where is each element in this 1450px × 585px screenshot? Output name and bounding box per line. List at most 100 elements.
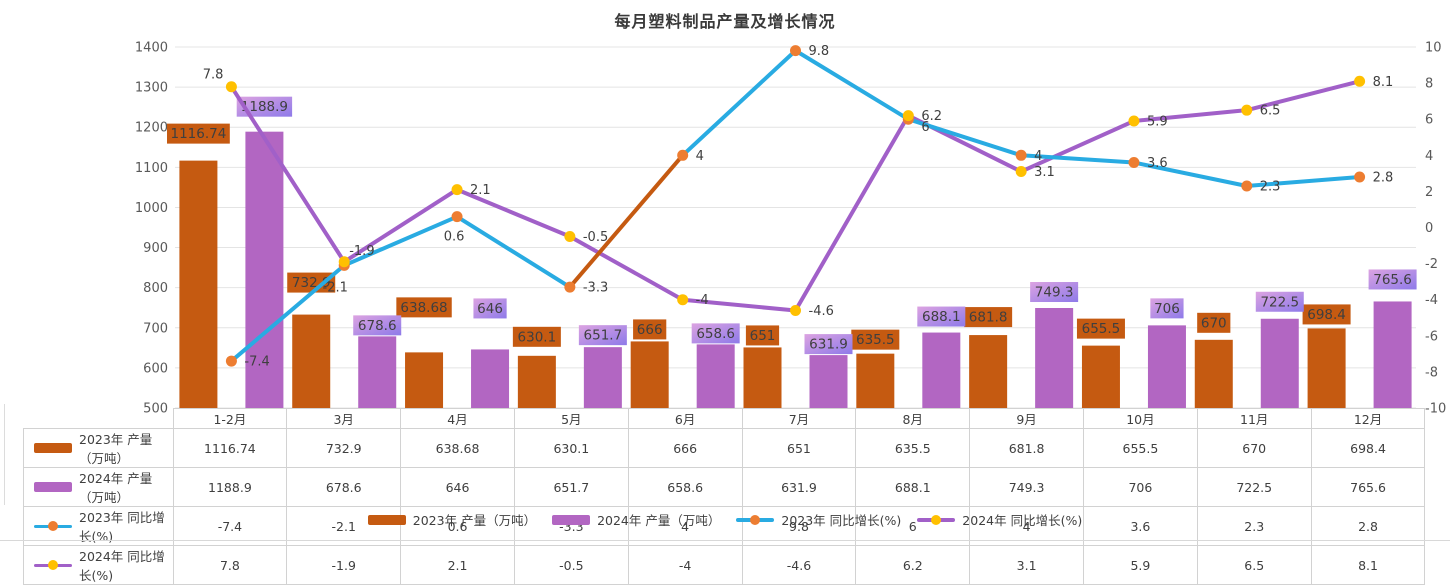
line-segment[interactable] [1131,160,1249,188]
bar-value-label-box [1197,312,1231,333]
line-marker[interactable] [1128,115,1140,127]
line-segment[interactable] [455,187,572,239]
bar[interactable] [245,131,284,408]
line-marker[interactable] [1241,104,1253,116]
bar[interactable] [471,349,510,408]
table-month-header: 7月 [741,408,857,429]
line-segment[interactable] [906,117,1024,158]
bar[interactable] [1081,345,1120,408]
line-segment[interactable] [455,214,572,290]
bar[interactable] [1147,325,1186,408]
bar[interactable] [1194,339,1233,408]
line-value-label: 8.1 [1373,75,1394,90]
line-marker[interactable] [451,184,463,196]
line-segment[interactable] [567,234,685,302]
bar[interactable] [856,353,895,408]
line-value-label: 2.1 [470,183,491,198]
line-marker[interactable] [1354,75,1366,87]
line-marker[interactable] [1241,180,1253,192]
bar-value-label-box [633,319,667,340]
legend-item-label: 2024年 同比增长(%) [962,513,1083,528]
line-marker[interactable] [225,355,237,367]
left-axis-tick: 1200 [135,121,168,136]
line-segment[interactable] [680,297,798,313]
bar-value-label-box [1076,318,1125,339]
legend-item[interactable]: 2024年 同比增长(%) [917,510,1082,529]
line-marker[interactable] [1015,166,1027,178]
line-value-label: 2.3 [1260,179,1281,194]
line-segment[interactable] [1244,174,1362,188]
bar[interactable] [517,355,556,408]
bar-value-label-box [353,315,402,336]
table-value-cell: 4 [969,506,1084,546]
line-segment[interactable] [1019,153,1136,165]
bar[interactable] [1307,328,1346,408]
bar-value-label-box [1150,298,1184,319]
line-segment[interactable] [229,84,347,264]
line-value-label: 3.1 [1034,165,1055,180]
left-axis-tick: 1100 [135,161,168,176]
bar-value-label-box [851,329,900,350]
bar[interactable] [696,344,735,408]
line-segment[interactable] [680,48,798,158]
line-segment[interactable] [342,214,460,268]
line-marker[interactable] [451,211,463,223]
bar[interactable] [1260,318,1299,408]
bar[interactable] [1373,301,1412,408]
line-marker[interactable] [564,231,576,243]
legend-bar-swatch [34,443,72,453]
bar[interactable] [292,314,331,408]
line-marker[interactable] [790,305,801,317]
bar[interactable] [583,347,622,408]
bar[interactable] [405,352,444,408]
left-axis-tick: 1400 [135,41,168,56]
legend-item[interactable]: 2023年 同比增长(%) [736,510,901,529]
legend-bar-swatch [34,482,72,492]
table-value-cell: -1.9 [286,545,402,585]
bar[interactable] [922,332,961,408]
table-value-cell: 9.8 [741,506,857,546]
table-value-cell: 749.3 [969,467,1084,507]
line-value-label: 9.8 [809,44,830,59]
bar[interactable] [179,160,218,408]
legend-line-swatch [34,520,72,532]
table-value-cell: 7.8 [172,545,288,585]
bar-value-label: 631.9 [809,337,848,353]
line-marker[interactable] [225,81,237,93]
legend-item[interactable]: 2024年 产量（万吨） [552,510,720,529]
bar[interactable] [969,335,1008,408]
legend-item[interactable]: 2023年 产量（万吨） [367,510,536,529]
line-marker[interactable] [677,294,689,306]
line-marker[interactable] [1015,149,1027,161]
table-series-header: 2024年 同比增长(%) [23,545,174,585]
legend-line-swatch [917,514,956,526]
bar[interactable] [809,355,848,408]
bar[interactable] [743,347,782,408]
bar-value-label: 651.7 [584,328,623,344]
line-segment[interactable] [1019,119,1136,174]
line-marker[interactable] [1354,171,1366,183]
bar-value-label: 638.68 [400,300,447,316]
line-marker[interactable] [564,281,576,293]
bar-value-label: 1116.74 [170,126,226,142]
line-segment[interactable] [793,48,911,122]
line-marker[interactable] [677,149,689,161]
line-marker[interactable] [1128,157,1140,169]
line-segment[interactable] [793,113,911,313]
line-segment[interactable] [1244,79,1362,113]
table-value-cell: 3.6 [1083,506,1198,546]
line-marker[interactable] [902,110,914,122]
line-value-label: 6.2 [921,109,942,124]
bar[interactable] [358,336,397,408]
bar[interactable] [1035,308,1074,408]
line-segment[interactable] [342,187,460,264]
series-name-label: 2024年 同比增长(%) [79,549,165,583]
line-segment[interactable] [567,153,685,290]
bar-value-label-box [1302,304,1351,325]
line-segment[interactable] [1131,108,1249,124]
bar[interactable] [630,341,669,408]
line-marker[interactable] [790,45,801,57]
left-axis-tick: 900 [143,241,168,256]
line-segment[interactable] [229,263,347,364]
line-marker[interactable] [338,256,350,268]
